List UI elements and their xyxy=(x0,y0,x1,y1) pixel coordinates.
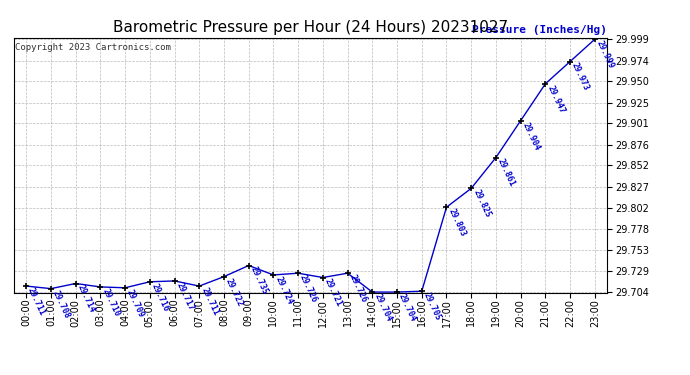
Text: Copyright 2023 Cartronics.com: Copyright 2023 Cartronics.com xyxy=(15,43,171,52)
Text: 29.705: 29.705 xyxy=(422,291,442,322)
Text: 29.973: 29.973 xyxy=(570,62,591,93)
Text: 29.861: 29.861 xyxy=(496,158,517,189)
Text: 29.825: 29.825 xyxy=(471,188,492,219)
Text: 29.704: 29.704 xyxy=(397,292,418,323)
Text: 29.735: 29.735 xyxy=(248,266,270,297)
Text: 29.704: 29.704 xyxy=(373,292,393,323)
Text: 29.708: 29.708 xyxy=(51,289,72,320)
Text: 29.724: 29.724 xyxy=(273,275,294,306)
Text: 29.710: 29.710 xyxy=(100,287,121,318)
Text: 29.716: 29.716 xyxy=(150,282,170,313)
Text: 29.947: 29.947 xyxy=(545,84,566,115)
Text: 29.726: 29.726 xyxy=(348,273,368,304)
Text: 29.711: 29.711 xyxy=(199,286,220,317)
Text: 29.803: 29.803 xyxy=(446,207,467,238)
Text: 29.714: 29.714 xyxy=(76,284,97,315)
Title: Barometric Pressure per Hour (24 Hours) 20231027: Barometric Pressure per Hour (24 Hours) … xyxy=(113,20,508,35)
Text: 29.722: 29.722 xyxy=(224,277,245,308)
Text: 29.717: 29.717 xyxy=(175,281,195,312)
Text: 29.709: 29.709 xyxy=(125,288,146,319)
Text: 29.904: 29.904 xyxy=(521,121,542,152)
Text: Pressure (Inches/Hg): Pressure (Inches/Hg) xyxy=(472,25,607,35)
Text: 29.711: 29.711 xyxy=(26,286,47,317)
Text: 29.721: 29.721 xyxy=(323,278,344,309)
Text: 29.999: 29.999 xyxy=(595,39,615,70)
Text: 29.726: 29.726 xyxy=(298,273,319,304)
